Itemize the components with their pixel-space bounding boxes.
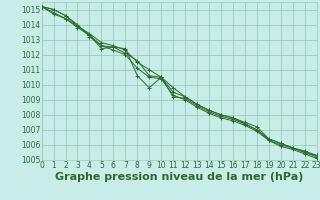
X-axis label: Graphe pression niveau de la mer (hPa): Graphe pression niveau de la mer (hPa) [55,172,303,182]
